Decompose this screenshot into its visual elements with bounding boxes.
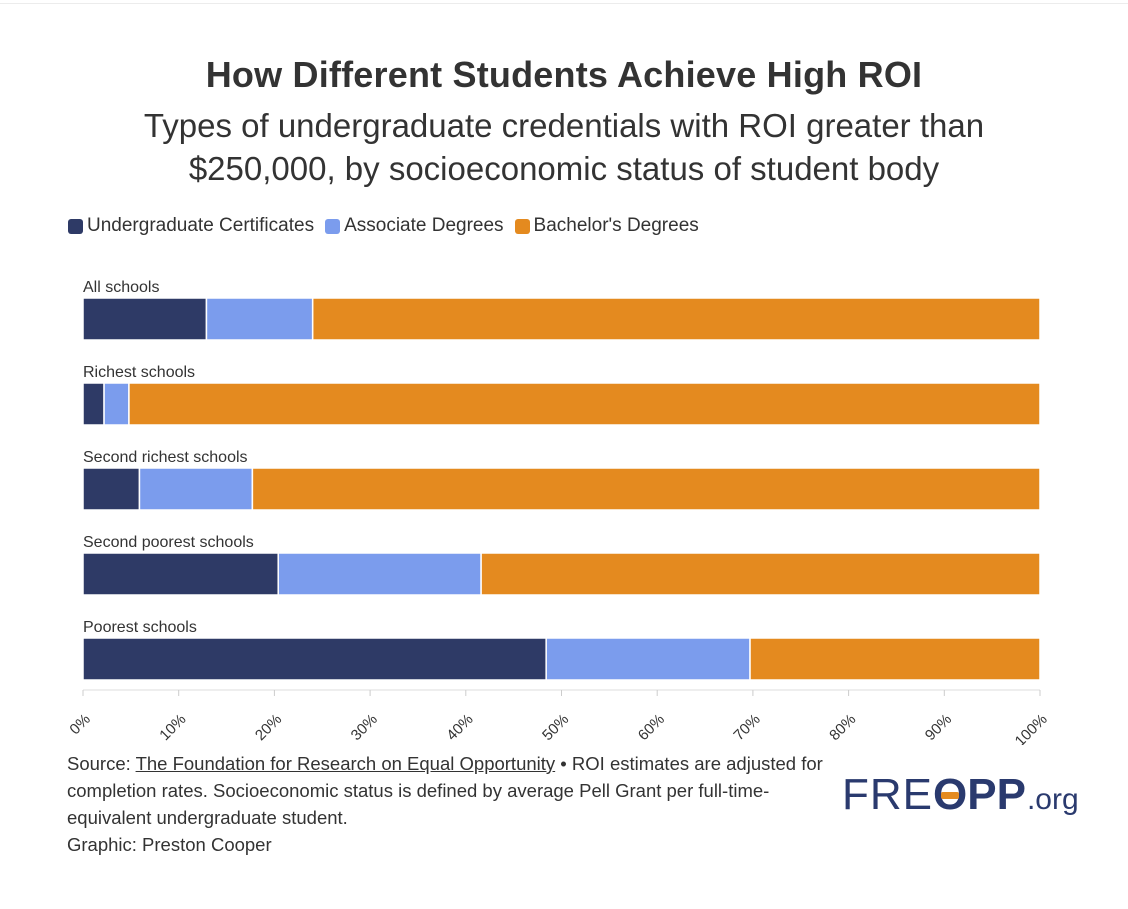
bar-certificates bbox=[82, 297, 208, 341]
bar-associate bbox=[138, 467, 254, 511]
logo-text-right: PP bbox=[967, 770, 1026, 819]
footer-notes: Source: The Foundation for Research on E… bbox=[67, 750, 847, 858]
source-prefix: Source: bbox=[67, 753, 136, 774]
bar-certificates bbox=[82, 552, 279, 596]
x-tick-label: 20% bbox=[252, 711, 285, 744]
x-tick-label: 80% bbox=[826, 711, 859, 744]
logo-o-bar bbox=[941, 792, 960, 799]
legend-item-associate[interactable]: Associate Degrees bbox=[325, 215, 504, 237]
bar-bachelors bbox=[251, 467, 1041, 511]
legend-swatch-associate bbox=[325, 218, 341, 234]
graphic-credit: Graphic: Preston Cooper bbox=[67, 834, 272, 855]
logo-o-glyph: O bbox=[933, 770, 967, 820]
legend-swatch-certificates bbox=[68, 218, 83, 234]
legend-item-bachelors[interactable]: Bachelor's Degrees bbox=[514, 215, 699, 237]
bar-associate bbox=[103, 382, 130, 426]
category-label: Second richest schools bbox=[83, 449, 248, 466]
x-tick-label: 60% bbox=[635, 711, 668, 744]
bar-associate bbox=[205, 297, 314, 341]
legend-swatch-bachelors bbox=[514, 218, 530, 234]
bar-associate bbox=[277, 552, 482, 596]
x-tick-label: 40% bbox=[443, 711, 476, 744]
bar-bachelors bbox=[749, 637, 1041, 681]
freopp-logo: FREOPP.org bbox=[842, 770, 1079, 822]
source-note: • ROI estimates are adjusted for complet… bbox=[67, 753, 823, 828]
x-tick-label: 90% bbox=[922, 711, 955, 744]
x-tick-label: 10% bbox=[156, 711, 189, 744]
x-tick-label: 30% bbox=[348, 711, 381, 744]
bar-certificates bbox=[82, 467, 141, 511]
x-tick-label: 100% bbox=[1012, 711, 1051, 745]
bar-certificates bbox=[82, 637, 547, 681]
logo-tld: .org bbox=[1026, 783, 1079, 816]
top-divider bbox=[0, 0, 1128, 4]
legend-item-certificates[interactable]: Undergraduate Certificates bbox=[68, 215, 314, 237]
bar-bachelors bbox=[128, 382, 1041, 426]
stacked-bar-chart: All schools Richest schools Second richest… bbox=[66, 279, 1051, 745]
category-label: Richest schools bbox=[83, 364, 195, 381]
bar-bachelors bbox=[311, 297, 1041, 341]
x-tick-label: 50% bbox=[539, 711, 572, 744]
category-label: All schools bbox=[83, 279, 159, 296]
category-label: Poorest schools bbox=[83, 619, 197, 636]
legend-label-certificates: Undergraduate Certificates bbox=[87, 215, 315, 236]
legend-label-bachelors: Bachelor's Degrees bbox=[533, 215, 699, 236]
bar-bachelors bbox=[480, 552, 1041, 596]
bar-associate bbox=[545, 637, 751, 681]
legend: Undergraduate Certificates Associate Deg… bbox=[68, 214, 710, 238]
logo-text-left: FRE bbox=[842, 770, 933, 819]
bar-certificates bbox=[82, 382, 105, 426]
category-label: Second poorest schools bbox=[83, 534, 254, 551]
x-tick-label: 70% bbox=[730, 711, 763, 744]
x-tick-label: 0% bbox=[66, 711, 93, 738]
chart-title: How Different Students Achieve High ROI bbox=[205, 54, 923, 95]
chart-subtitle: Types of undergraduate credentials with … bbox=[143, 107, 985, 187]
source-link[interactable]: The Foundation for Research on Equal Opp… bbox=[135, 753, 556, 774]
logo-o-mark: O bbox=[933, 770, 967, 820]
legend-label-associate: Associate Degrees bbox=[344, 215, 504, 236]
